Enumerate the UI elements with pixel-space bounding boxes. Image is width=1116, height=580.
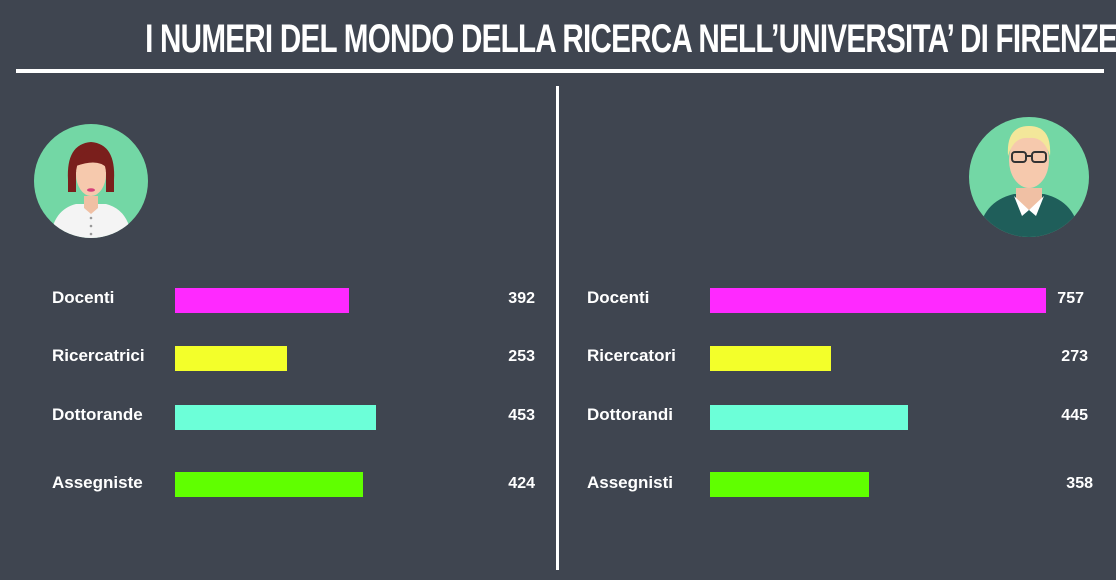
label-docenti-male: Docenti (587, 288, 650, 307)
value-dottorandi: 445 (1061, 407, 1088, 424)
center-divider (556, 86, 559, 570)
value-ricercatrici: 253 (508, 348, 535, 365)
value-docenti-female: 392 (508, 290, 535, 307)
man-avatar-icon (968, 116, 1089, 237)
value-assegnisti: 358 (1066, 475, 1093, 492)
value-assegniste: 424 (508, 475, 535, 492)
bar-docenti-female (175, 288, 349, 313)
bar-assegniste (175, 472, 363, 497)
label-dottorande: Dottorande (52, 405, 143, 424)
bar-dottorande (175, 405, 376, 430)
bar-dottorandi (710, 405, 908, 430)
label-ricercatori: Ricercatori (587, 346, 676, 365)
bar-ricercatori (710, 346, 831, 371)
bar-ricercatrici (175, 346, 287, 371)
label-dottorandi: Dottorandi (587, 405, 673, 424)
label-ricercatrici: Ricercatrici (52, 346, 145, 365)
value-docenti-male: 757 (1057, 290, 1084, 307)
value-dottorande: 453 (508, 407, 535, 424)
label-assegniste: Assegniste (52, 473, 143, 492)
page-title: I NUMERI DEL MONDO DELLA RICERCA NELL’UN… (145, 17, 1116, 61)
bar-assegnisti (710, 472, 869, 497)
woman-avatar-icon (32, 122, 152, 242)
value-ricercatori: 273 (1061, 348, 1088, 365)
label-docenti-female: Docenti (52, 288, 115, 307)
label-assegnisti: Assegnisti (587, 473, 673, 492)
bar-docenti-male (710, 288, 1046, 313)
title-underline (16, 69, 1104, 73)
